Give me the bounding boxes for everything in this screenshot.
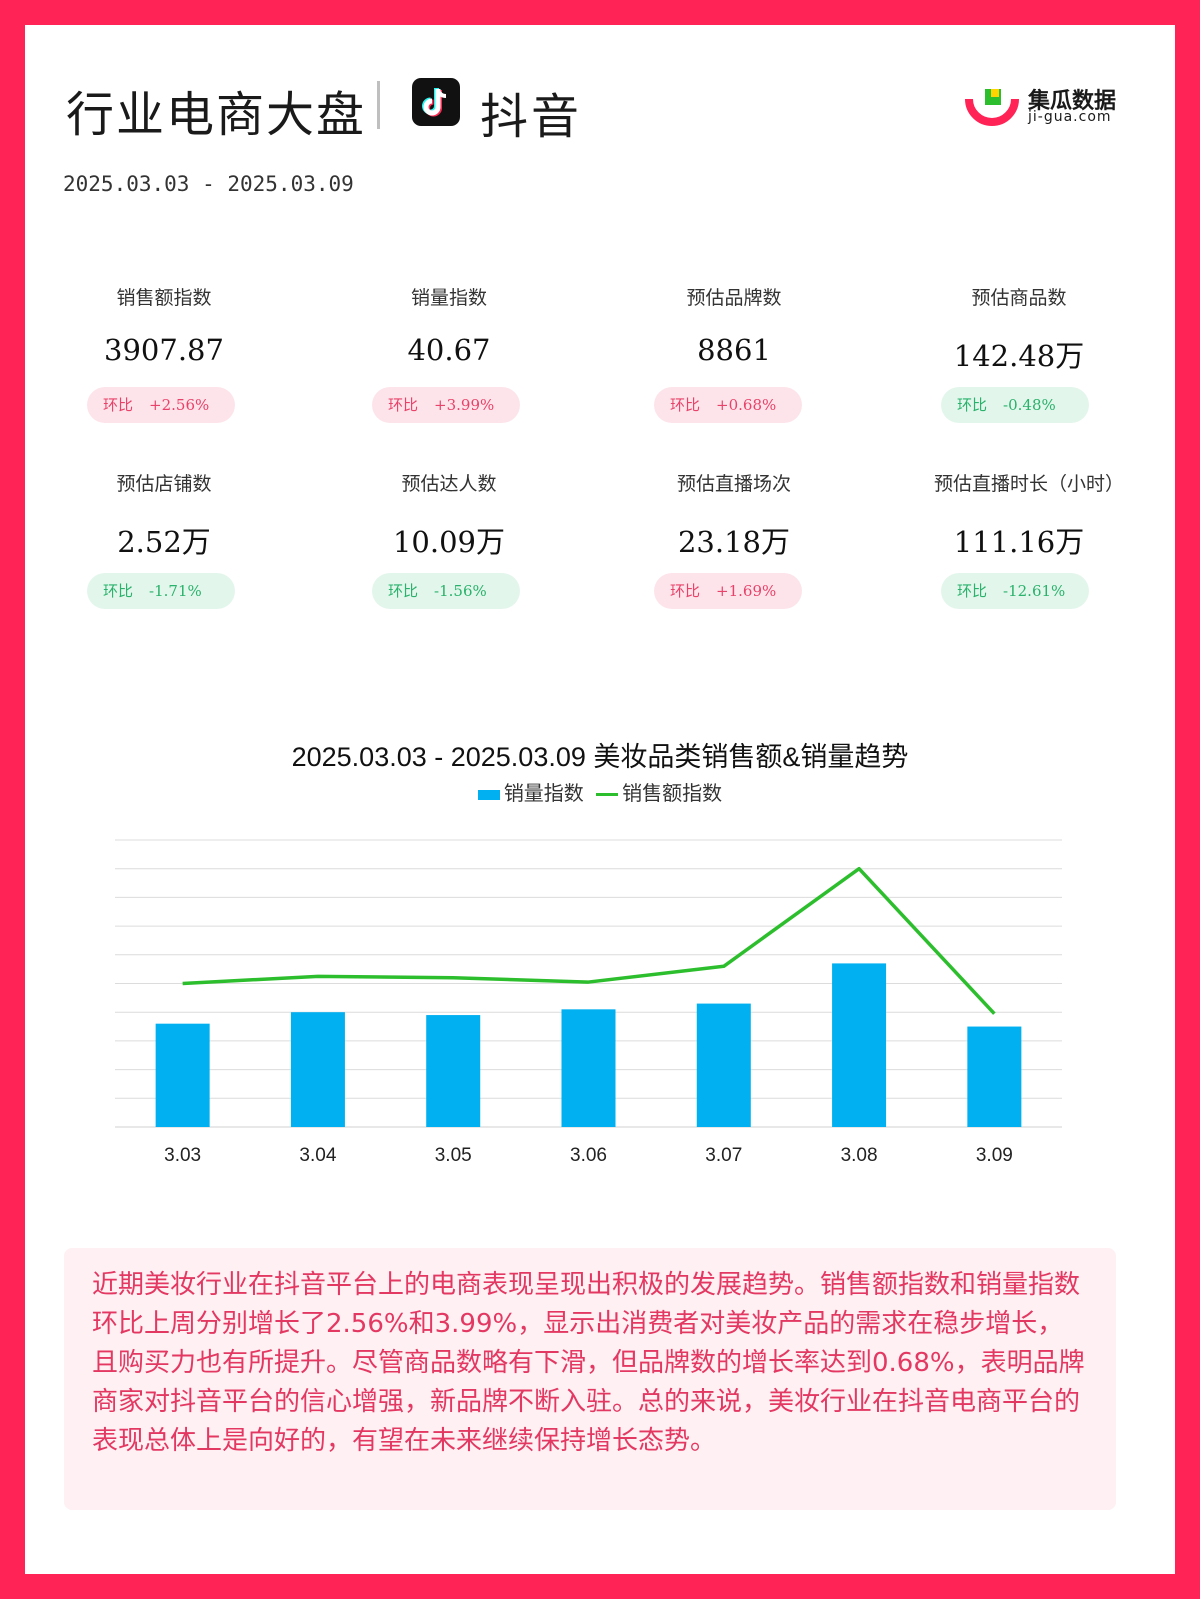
metric-value: 2.52万 [117, 525, 211, 559]
change-label: 环比 [670, 582, 701, 600]
date-range: 2025.03.03 - 2025.03.09 [63, 172, 354, 196]
change-badge: 环比 +0.68% [654, 387, 802, 423]
metric-card: 销量指数 40.67 环比 +3.99% [319, 283, 579, 453]
change-value: -12.61% [1003, 582, 1066, 600]
x-tick-label: 3.04 [299, 1145, 336, 1166]
change-label: 环比 [103, 582, 134, 600]
metric-label: 预估达人数 [401, 473, 497, 495]
douyin-logo-icon [412, 78, 460, 126]
change-value: +0.68% [716, 396, 777, 414]
metric-card: 销售额指数 3907.87 环比 +2.56% [34, 283, 294, 453]
metric-value: 142.48万 [953, 339, 1085, 373]
chart-legend: 销量指数 销售额指数 [25, 777, 1175, 806]
legend-item-bar: 销量指数 [477, 777, 584, 806]
metric-card: 预估店铺数 2.52万环比 -1.71% [34, 469, 294, 639]
x-tick-label: 3.03 [164, 1145, 201, 1166]
legend-label-line: 销售额指数 [622, 781, 723, 805]
metric-label: 预估商品数 [971, 287, 1067, 309]
jigua-logo-icon [965, 89, 1019, 126]
change-value: +2.56% [149, 396, 210, 414]
page-title: 行业电商大盘 [66, 87, 367, 143]
chart-title: 2025.03.03 - 2025.03.09 美妆品类销售额&销量趋势 [291, 742, 909, 772]
metric-card: 预估达人数 10.09万环比 -1.56% [319, 469, 579, 639]
bar [426, 1015, 481, 1127]
legend-item-line: 销售额指数 [590, 777, 722, 806]
metric-label: 预估品牌数 [686, 287, 782, 309]
change-value: +3.99% [434, 396, 495, 414]
x-tick-label: 3.09 [976, 1145, 1013, 1166]
series-line [182, 866, 996, 1015]
change-value: -0.48% [1003, 396, 1056, 414]
bar [561, 1009, 616, 1127]
change-badge: 环比 -1.56% [372, 573, 520, 609]
change-value: +1.69% [716, 582, 777, 600]
title-divider [377, 81, 380, 129]
metric-value: 111.16万 [953, 525, 1085, 559]
bar [290, 1012, 345, 1127]
brand-url: ji-gua.com [1028, 109, 1112, 125]
metric-value: 3907.87 [104, 333, 224, 367]
bar [696, 1003, 751, 1127]
metric-value: 10.09万 [392, 525, 506, 559]
change-label: 环比 [388, 396, 419, 414]
summary-box: 近期美妆行业在抖音平台上的电商表现呈现出积极的发展趋势。销售额指数和销量指数环比… [64, 1248, 1116, 1510]
metric-value: 23.18万 [677, 525, 791, 559]
legend-bar-swatch [477, 789, 500, 800]
change-badge: 环比 -0.48% [941, 387, 1089, 423]
metric-card: 预估直播场次 23.18万环比 +1.69% [604, 469, 864, 639]
change-badge: 环比 -1.71% [87, 573, 235, 609]
change-label: 环比 [103, 396, 134, 414]
change-badge: 环比 +3.99% [372, 387, 520, 423]
report-card: 行业电商大盘 抖音 2025.03.03 - 2025.03.09 集瓜数据 j… [25, 25, 1175, 1574]
change-badge: 环比 +2.56% [87, 387, 235, 423]
bar [832, 963, 887, 1127]
change-label: 环比 [957, 582, 988, 600]
change-label: 环比 [670, 396, 701, 414]
metric-card: 预估品牌数 8861 环比 +0.68% [604, 283, 864, 453]
legend-line-swatch [596, 793, 619, 796]
metric-value: 40.67 [407, 333, 491, 367]
metric-label: 销售额指数 [116, 287, 212, 309]
x-tick-label: 3.05 [435, 1145, 472, 1166]
metric-card: 预估直播时长（小时） 111.16万环比 -12.61% [889, 469, 1149, 639]
metric-label: 预估直播时长（小时） [933, 473, 1124, 495]
legend-label-bar: 销量指数 [503, 781, 584, 805]
metric-label: 预估店铺数 [116, 473, 212, 495]
change-badge: 环比 -12.61% [941, 573, 1089, 609]
x-tick-label: 3.08 [841, 1145, 878, 1166]
change-value: -1.56% [434, 582, 487, 600]
change-badge: 环比 +1.69% [654, 573, 802, 609]
metric-label: 销量指数 [410, 287, 487, 309]
metric-value: 8861 [697, 333, 771, 367]
platform-name: 抖音 [480, 89, 583, 145]
bar [155, 1023, 210, 1127]
metric-card: 预估商品数 142.48万环比 -0.48% [889, 283, 1149, 453]
brand-name: 集瓜数据 [1028, 89, 1117, 114]
trend-chart: 3.03 3.04 3.05 3.06 3.07 3.08 3.09 [115, 839, 1062, 1166]
change-label: 环比 [957, 396, 988, 414]
metric-label: 预估直播场次 [676, 473, 791, 495]
change-value: -1.71% [149, 582, 202, 600]
bar [967, 1026, 1022, 1127]
x-tick-label: 3.06 [570, 1145, 607, 1166]
x-tick-label: 3.07 [705, 1145, 742, 1166]
change-label: 环比 [388, 582, 419, 600]
